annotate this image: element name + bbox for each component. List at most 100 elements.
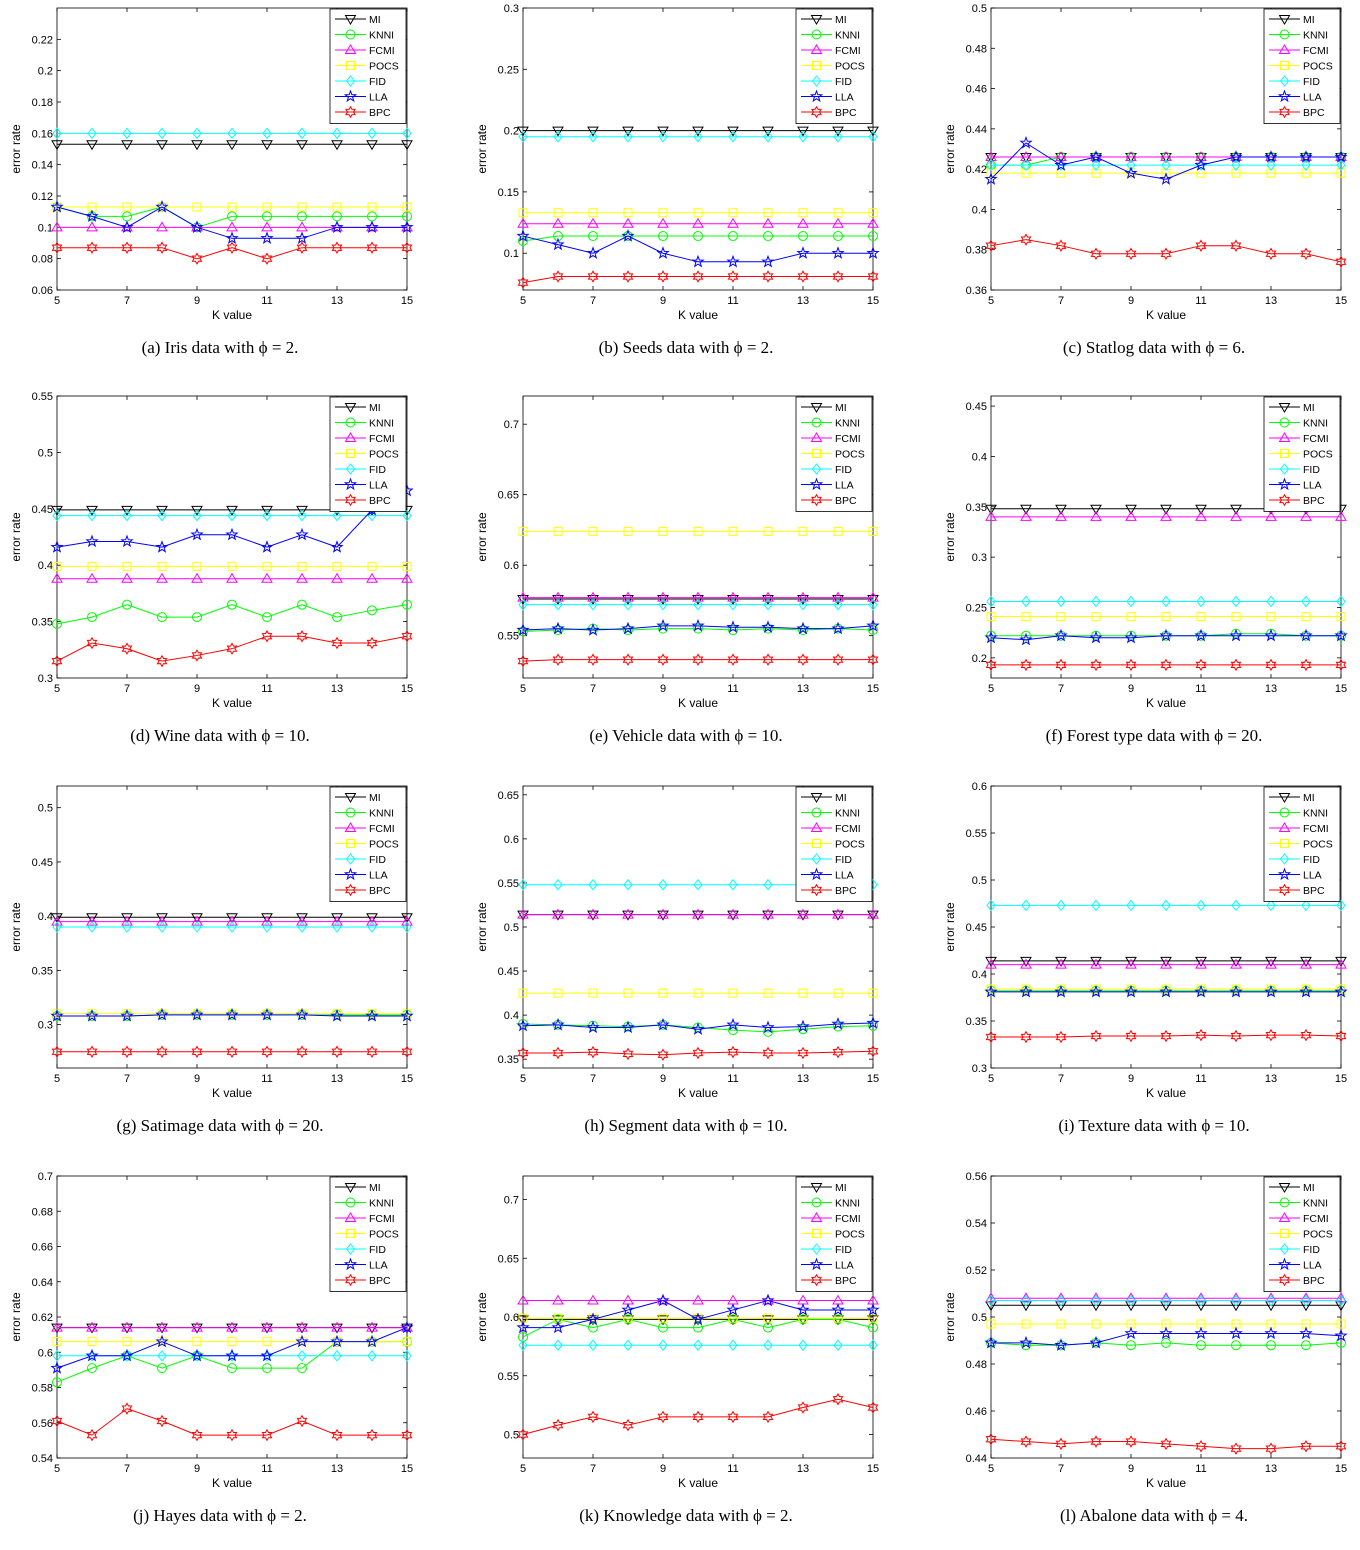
data-point — [984, 630, 998, 644]
data-point — [986, 899, 996, 912]
data-point — [833, 1339, 843, 1352]
series-line — [57, 247, 407, 260]
data-point — [401, 913, 413, 924]
data-point — [365, 1008, 379, 1022]
subfigure-caption: (i) Texture data with ϕ = 10. — [1058, 1116, 1250, 1135]
y-tick-label: 0.65 — [498, 490, 519, 502]
x-tick-label: 9 — [1128, 1073, 1134, 1085]
data-point — [296, 221, 308, 232]
legend-marker — [811, 463, 822, 475]
legend-label: BPC — [369, 1275, 391, 1287]
data-point — [868, 526, 878, 536]
data-point — [1090, 658, 1102, 672]
legend-marker — [811, 1243, 822, 1255]
y-tick-label: 0.46 — [966, 84, 987, 96]
y-tick-label: 0.4 — [972, 451, 987, 463]
series-line — [523, 1300, 873, 1329]
chart-svg: 5 7 9 11 13 15 0.35 0.4 0.45 0.5 0.55 0.6 0.65 K valu… — [475, 785, 880, 1100]
data-point — [1230, 956, 1242, 967]
y-tick-label: 0.44 — [966, 1453, 987, 1465]
data-point — [761, 1293, 775, 1307]
data-point — [121, 505, 133, 516]
data-point — [553, 1339, 563, 1352]
data-point — [1126, 1340, 1136, 1351]
data-point — [192, 509, 202, 522]
legend-marker — [1280, 1229, 1289, 1238]
data-point — [192, 612, 202, 623]
series-bpc — [517, 1044, 879, 1062]
y-tick-label: 0.66 — [32, 1242, 53, 1254]
subfigure-caption: (h) Segment data with ϕ = 10. — [584, 1116, 788, 1135]
data-point — [157, 202, 167, 212]
data-point — [587, 908, 599, 919]
x-tick-label: 7 — [590, 1073, 596, 1085]
data-point — [728, 878, 738, 891]
y-tick-label: 0.36 — [966, 285, 987, 297]
data-point — [1090, 1292, 1102, 1303]
data-point — [191, 1045, 203, 1058]
data-point — [1019, 135, 1033, 149]
legend-box — [795, 396, 873, 512]
data-point — [1160, 956, 1172, 967]
legend-marker — [811, 1273, 822, 1287]
legend-marker — [811, 75, 822, 87]
legend-label: MI — [835, 402, 847, 414]
series-pocs — [518, 1313, 878, 1323]
data-point — [587, 910, 599, 921]
data-point — [1231, 1294, 1241, 1307]
series-bpc — [51, 629, 413, 668]
data-point — [1124, 984, 1138, 998]
data-point — [122, 509, 132, 522]
data-point — [296, 1321, 308, 1332]
data-point — [191, 1323, 203, 1334]
data-point — [296, 915, 308, 926]
data-point — [227, 202, 237, 212]
legend-label: FCMI — [1303, 1213, 1329, 1225]
y-tick-label: 0.22 — [32, 34, 53, 46]
data-point — [551, 237, 565, 251]
data-point — [261, 913, 273, 924]
data-point — [658, 623, 668, 634]
legend-label: MI — [369, 402, 381, 414]
chart-svg: 5 7 9 11 13 15 0.3 0.35 0.4 0.45 0.5 0.55 0.6 K value… — [943, 781, 1348, 1100]
data-point — [553, 130, 563, 143]
series-line — [522, 276, 873, 284]
legend-marker — [811, 29, 822, 40]
data-point — [1266, 159, 1276, 171]
y-tick-label: 0.15 — [498, 187, 519, 199]
data-point — [656, 246, 670, 259]
data-point — [1300, 658, 1312, 672]
y-tick-label: 0.4 — [972, 204, 987, 216]
data-point — [401, 140, 413, 151]
data-point — [658, 1322, 668, 1333]
data-point — [87, 509, 97, 522]
legend-label: LLA — [1303, 92, 1322, 104]
data-point — [622, 595, 634, 606]
data-point — [833, 988, 843, 998]
x-tick-label: 15 — [1335, 683, 1347, 695]
data-point — [832, 595, 844, 606]
data-point — [226, 140, 238, 151]
data-point — [553, 878, 563, 891]
data-point — [86, 915, 98, 926]
legend-marker — [346, 449, 355, 458]
data-point — [190, 1348, 204, 1362]
legend-marker — [1277, 477, 1292, 491]
legend: MI KNNI FCMI POCS FID LLA BPC — [795, 396, 873, 512]
legend-marker — [343, 477, 358, 491]
legend-label: POCS — [835, 839, 865, 851]
data-point — [551, 621, 565, 635]
data-point — [833, 208, 843, 218]
data-point — [52, 202, 62, 212]
x-axis-label: K value — [678, 308, 718, 322]
data-point — [1196, 1294, 1206, 1307]
series-lla — [984, 628, 1348, 646]
x-tick-label: 9 — [660, 683, 666, 695]
data-point — [657, 270, 669, 283]
data-point — [85, 534, 99, 548]
data-point — [1230, 1442, 1242, 1455]
data-point — [762, 908, 774, 919]
legend-label: KNNI — [369, 1198, 394, 1210]
data-point — [518, 526, 528, 536]
data-point — [831, 621, 845, 635]
